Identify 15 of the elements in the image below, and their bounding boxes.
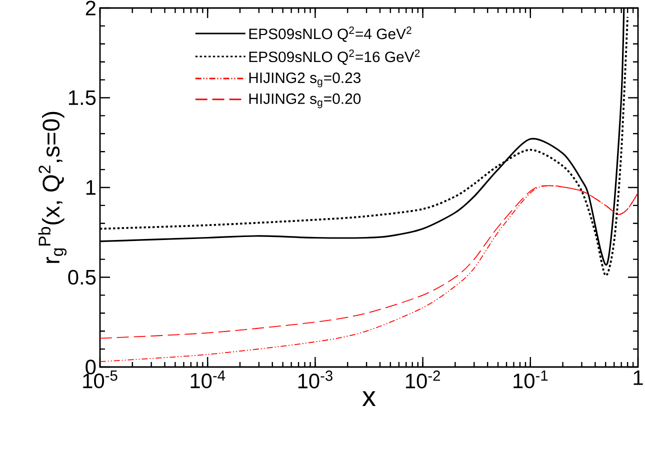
y-tick-label: 1: [86, 180, 96, 195]
legend-label: HIJING2 s$_{g}$=0.20: [249, 93, 361, 108]
x-tick-label: 1: [634, 370, 643, 385]
x-axis-title: x: [362, 391, 376, 406]
legend-label: EPS09sNLO Q$^{2}$=4 GeV$^{2}$: [249, 26, 412, 42]
y-tick-label: 0.5: [68, 270, 96, 285]
x-tick-label: 10$^{-1}$: [514, 370, 548, 388]
y-axis-title: r$_{g}$$^{Pb}$(x, Q$^{2}$,s=0): [38, 112, 67, 263]
legend-label: EPS09sNLO Q$^{2}$=16 GeV$^{2}$: [249, 50, 420, 65]
legend-label: HIJING2 s$_{g}$=0.23: [249, 72, 361, 88]
x-tick-label: 10$^{-3}$: [298, 370, 332, 388]
y-tick-label: 1.5: [68, 90, 96, 106]
y-tick-label: 2: [86, 0, 96, 16]
x-tick-label: 10$^{-2}$: [406, 370, 440, 388]
x-tick-label: 10$^{-4}$: [190, 370, 226, 388]
